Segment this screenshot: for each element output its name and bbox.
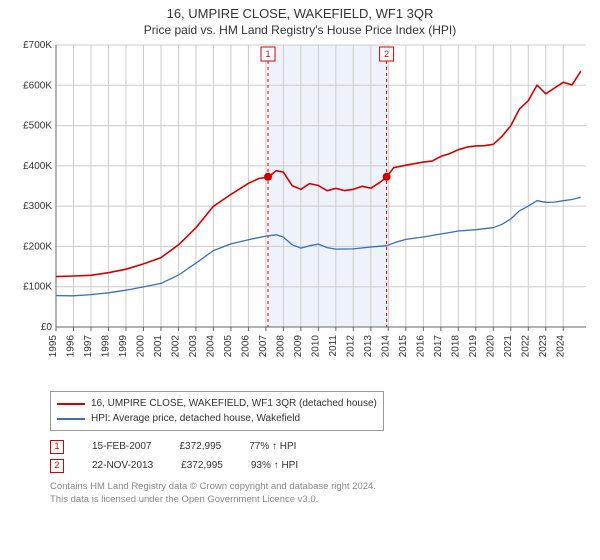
footer-line: This data is licensed under the Open Gov… — [50, 494, 590, 507]
svg-text:2021: 2021 — [503, 335, 514, 358]
legend-label: 16, UMPIRE CLOSE, WAKEFIELD, WF1 3QR (de… — [91, 396, 377, 411]
sale-price: £372,995 — [181, 456, 223, 475]
svg-text:£0: £0 — [41, 322, 53, 333]
svg-text:1999: 1999 — [118, 335, 129, 358]
sale-price: £372,995 — [179, 437, 221, 456]
sale-marker-icon: 2 — [50, 459, 64, 473]
legend: 16, UMPIRE CLOSE, WAKEFIELD, WF1 3QR (de… — [50, 391, 384, 431]
price-chart-container: { "title": "16, UMPIRE CLOSE, WAKEFIELD,… — [0, 0, 600, 515]
footer: Contains HM Land Registry data © Crown c… — [50, 481, 590, 507]
legend-item: HPI: Average price, detached house, Wake… — [57, 411, 377, 426]
svg-text:2015: 2015 — [398, 335, 409, 358]
svg-text:£500K: £500K — [23, 121, 52, 132]
svg-text:2004: 2004 — [205, 335, 216, 358]
svg-text:2013: 2013 — [363, 335, 374, 358]
sale-marker-icon: 1 — [50, 440, 64, 454]
sale-date: 22-NOV-2013 — [92, 456, 153, 475]
svg-text:1996: 1996 — [65, 335, 76, 358]
svg-text:1998: 1998 — [100, 335, 111, 358]
sale-pct: 93% ↑ HPI — [251, 456, 298, 475]
sale-pct: 77% ↑ HPI — [249, 437, 296, 456]
svg-text:2024: 2024 — [555, 335, 566, 358]
svg-text:£700K: £700K — [23, 41, 52, 51]
chart-area: £0 £100K £200K £300K £400K £500K £600K £700K 199… — [10, 41, 590, 381]
svg-text:2011: 2011 — [328, 335, 339, 357]
chart-title: 16, UMPIRE CLOSE, WAKEFIELD, WF1 3QR — [10, 6, 590, 21]
svg-text:2008: 2008 — [275, 335, 286, 358]
svg-text:2: 2 — [384, 49, 389, 59]
legend-swatch — [57, 403, 85, 405]
svg-text:2002: 2002 — [170, 335, 181, 358]
svg-text:£100K: £100K — [23, 282, 52, 293]
line-chart: £0 £100K £200K £300K £400K £500K £600K £700K 199… — [10, 41, 590, 381]
svg-text:2022: 2022 — [520, 335, 531, 358]
svg-text:2000: 2000 — [135, 335, 146, 358]
svg-text:2018: 2018 — [450, 335, 461, 358]
svg-text:£600K: £600K — [23, 80, 52, 91]
svg-text:2006: 2006 — [240, 335, 251, 358]
svg-text:2017: 2017 — [433, 335, 444, 358]
svg-text:1: 1 — [265, 49, 270, 59]
footer-line: Contains HM Land Registry data © Crown c… — [50, 481, 590, 494]
svg-text:2010: 2010 — [310, 335, 321, 358]
svg-text:2014: 2014 — [380, 335, 391, 358]
chart-subtitle: Price paid vs. HM Land Registry's House … — [10, 23, 590, 37]
svg-text:£300K: £300K — [23, 201, 52, 212]
svg-text:2009: 2009 — [293, 335, 304, 358]
svg-text:2023: 2023 — [538, 335, 549, 358]
sale-row: 1 15-FEB-2007 £372,995 77% ↑ HPI — [50, 437, 590, 456]
svg-text:2020: 2020 — [485, 335, 496, 358]
sales-table: 1 15-FEB-2007 £372,995 77% ↑ HPI 2 22-NO… — [50, 437, 590, 475]
svg-text:2007: 2007 — [258, 335, 269, 358]
svg-text:£400K: £400K — [23, 161, 52, 172]
svg-text:2001: 2001 — [153, 335, 164, 358]
svg-text:2012: 2012 — [345, 335, 356, 358]
legend-swatch — [57, 418, 85, 420]
svg-text:1995: 1995 — [48, 335, 59, 358]
sale-date: 15-FEB-2007 — [92, 437, 151, 456]
svg-text:2005: 2005 — [223, 335, 234, 358]
svg-text:£200K: £200K — [23, 241, 52, 252]
svg-text:1997: 1997 — [83, 335, 94, 358]
sale-row: 2 22-NOV-2013 £372,995 93% ↑ HPI — [50, 456, 590, 475]
svg-text:2019: 2019 — [468, 335, 479, 358]
svg-text:2016: 2016 — [415, 335, 426, 358]
legend-item: 16, UMPIRE CLOSE, WAKEFIELD, WF1 3QR (de… — [57, 396, 377, 411]
svg-text:2003: 2003 — [188, 335, 199, 358]
legend-label: HPI: Average price, detached house, Wake… — [91, 411, 300, 426]
